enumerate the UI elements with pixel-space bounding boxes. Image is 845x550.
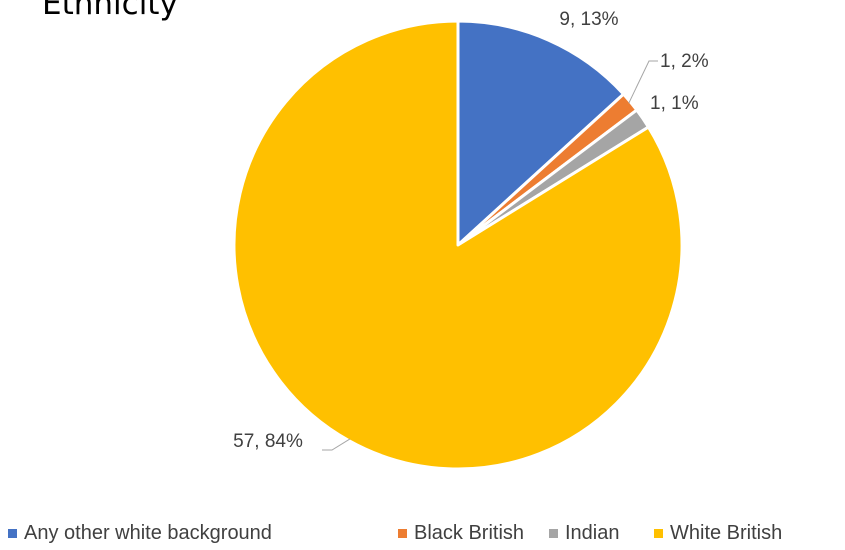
- legend-label: White British: [670, 522, 783, 544]
- chart-title: Ethnicity: [42, 0, 178, 22]
- leader-line-white-british: [322, 438, 351, 451]
- data-label-indian: 1, 1%: [650, 93, 699, 114]
- data-label-white-british: 57, 84%: [233, 431, 303, 452]
- pie-slice-any-other-white-background: [456, 19, 626, 247]
- legend-item-indian: Indian: [549, 522, 620, 545]
- legend-label: Indian: [565, 522, 620, 544]
- legend-item-black-british: Black British: [398, 522, 524, 545]
- legend-swatch: [398, 529, 407, 538]
- legend-swatch: [8, 529, 17, 538]
- data-label-any-other-white-background: 9, 13%: [559, 9, 618, 30]
- pie-slice-white-british: [232, 19, 684, 471]
- data-label-black-british: 1, 2%: [660, 51, 709, 72]
- legend-swatch: [549, 529, 558, 538]
- legend-label: Black British: [414, 522, 525, 544]
- legend: Any other white background Black British I…: [0, 522, 845, 548]
- legend-swatch: [654, 529, 663, 538]
- legend-item-any-other-white-background: Any other white background: [8, 522, 272, 545]
- legend-item-white-british: White British: [654, 522, 782, 545]
- pie-chart: 9, 13% 1, 2% 1, 1% 57, 84%: [232, 9, 709, 471]
- leader-line-black-british: [628, 60, 658, 104]
- legend-label: Any other white background: [24, 522, 272, 544]
